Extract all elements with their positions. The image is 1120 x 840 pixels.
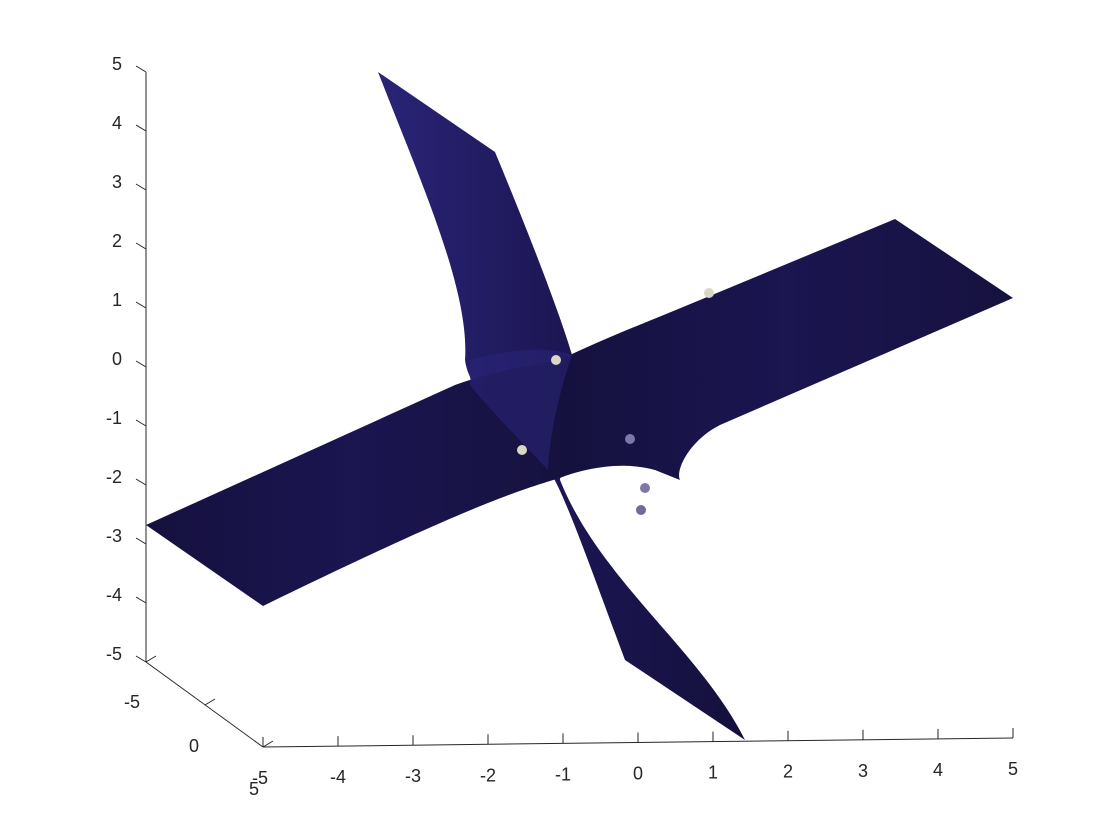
z-tick-mark bbox=[135, 183, 147, 191]
z-tick-label: 3 bbox=[112, 172, 122, 192]
x-tick-label: -1 bbox=[555, 764, 571, 784]
x-tick-label: -5 bbox=[252, 768, 268, 788]
x-tick-label: 1 bbox=[708, 763, 718, 783]
y-tick-mark bbox=[262, 740, 274, 748]
z-tick-label: 0 bbox=[112, 349, 122, 369]
z-tick-mark bbox=[135, 537, 147, 545]
z-tick-mark bbox=[135, 419, 147, 427]
y-tick-mark bbox=[145, 655, 157, 663]
data-point bbox=[636, 505, 646, 515]
surface-center bbox=[470, 349, 572, 470]
x-tick-label: 2 bbox=[783, 762, 793, 782]
z-tick-label: -2 bbox=[106, 467, 122, 487]
z-tick-label: -1 bbox=[106, 408, 122, 428]
data-point bbox=[625, 434, 635, 444]
surface-band-right bbox=[560, 219, 1013, 480]
x-tick-label: -3 bbox=[405, 766, 421, 786]
x-tick-label: -4 bbox=[330, 767, 346, 787]
z-tick-label: 4 bbox=[112, 113, 122, 133]
scatter-points bbox=[517, 288, 714, 515]
y-tick-label: -5 bbox=[124, 692, 140, 712]
z-tick-mark bbox=[135, 596, 147, 604]
z-tick-mark bbox=[135, 655, 147, 663]
x-tick-label: -2 bbox=[480, 765, 496, 785]
z-tick-mark bbox=[135, 242, 147, 250]
z-tick-mark bbox=[135, 65, 147, 73]
z-tick-label: -3 bbox=[106, 526, 122, 546]
x-tick-label: 5 bbox=[1008, 759, 1018, 779]
z-tick-label: -4 bbox=[106, 585, 122, 605]
z-tick-mark bbox=[135, 301, 147, 309]
z-tick-label: 1 bbox=[112, 290, 122, 310]
z-tick-mark bbox=[135, 360, 147, 368]
y-tick-label: 5 bbox=[249, 779, 259, 799]
z-tick-label: 2 bbox=[112, 231, 122, 251]
y-tick-label: 0 bbox=[189, 736, 199, 756]
y-tick-mark bbox=[204, 698, 216, 706]
z-tick-label: -5 bbox=[106, 644, 122, 664]
z-tick-mark bbox=[135, 124, 147, 132]
data-point bbox=[517, 445, 527, 455]
y-axis-line bbox=[145, 661, 264, 748]
x-tick-label: 4 bbox=[933, 760, 943, 780]
data-point bbox=[704, 288, 714, 298]
z-tick-mark bbox=[135, 478, 147, 486]
x-tick-label: 3 bbox=[858, 761, 868, 781]
surface-band-left bbox=[146, 360, 560, 606]
surface-layer bbox=[146, 72, 1013, 740]
data-point bbox=[640, 483, 650, 493]
x-tick-label: 0 bbox=[633, 764, 643, 784]
data-point bbox=[551, 355, 561, 365]
z-tick-label: 5 bbox=[112, 54, 122, 74]
